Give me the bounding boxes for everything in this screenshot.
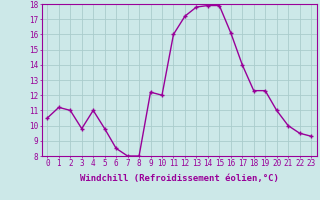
X-axis label: Windchill (Refroidissement éolien,°C): Windchill (Refroidissement éolien,°C): [80, 174, 279, 183]
